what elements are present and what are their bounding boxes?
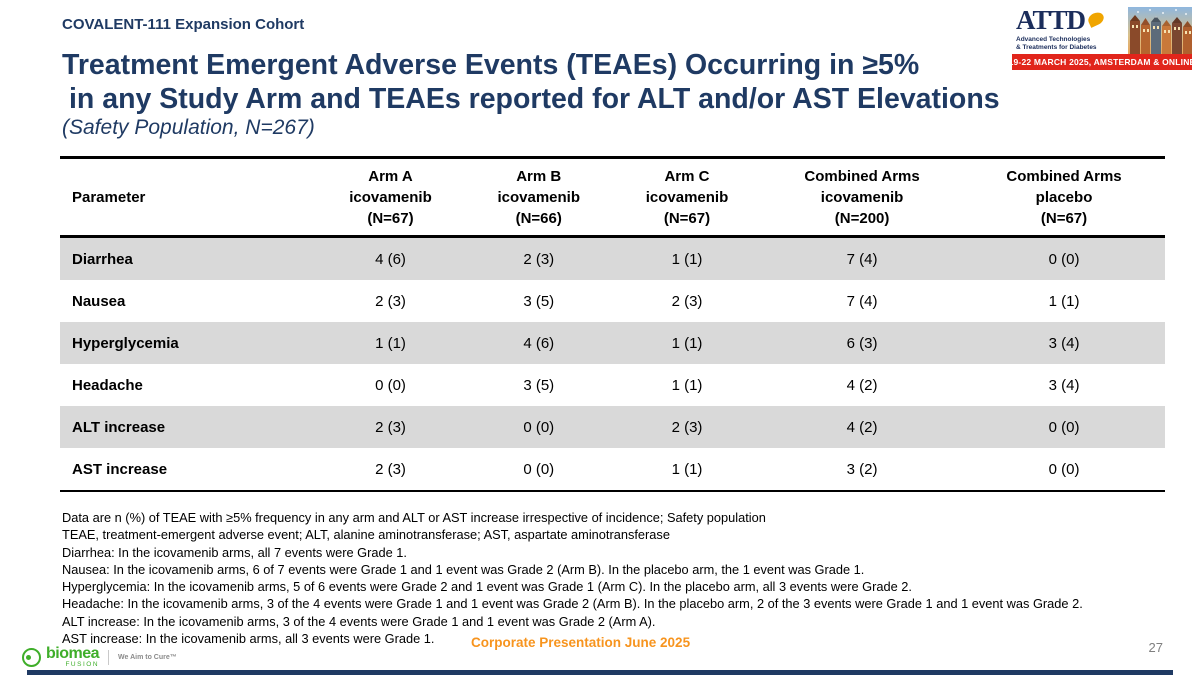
value-cell: 1 (1) <box>671 376 703 394</box>
value-cell: 0 (0) <box>1048 460 1080 478</box>
logo-divider <box>108 649 110 665</box>
footnotes-block: Data are n (%) of TEAE with ≥5% frequenc… <box>62 509 1177 647</box>
col-header-arm-b: Arm B icovamenib (N=66) <box>497 167 580 227</box>
attd-conference-logo: ATTD Advanced Technologies & Treatments … <box>1009 5 1195 71</box>
footnote-line: Nausea: In the icovamenib arms, 6 of 7 e… <box>62 561 865 577</box>
table-row: Headache 0 (0) 3 (5) 1 (1) 4 (2) 3 (4) <box>60 364 1165 406</box>
footnote-line: AST increase: In the icovamenib arms, al… <box>62 631 435 647</box>
slide-subtitle: (Safety Population, N=267) <box>62 116 315 139</box>
biomea-fusion-logo: biomea FUSION We Aim to Cure™ <box>22 646 177 668</box>
value-cell: 2 (3) <box>612 406 762 448</box>
slide-title: Treatment Emergent Adverse Events (TEAEs… <box>62 48 1062 116</box>
slide-title-line1: Treatment Emergent Adverse Events (TEAEs… <box>62 49 920 81</box>
value-cell: 0 (0) <box>963 236 1165 280</box>
value-cell: 2 (3) <box>464 236 613 280</box>
value-cell: 3 (5) <box>523 376 555 394</box>
value-cell: 2 (3) <box>671 292 703 310</box>
value-cell: 3 (2) <box>846 460 878 478</box>
value-cell: 3 (5) <box>523 292 555 310</box>
col-header-combined-placebo: Combined Arms placebo (N=67) <box>1006 167 1122 227</box>
col-header-parameter: Parameter <box>72 188 146 206</box>
amsterdam-photo <box>1128 7 1192 54</box>
table-row: ALT increase 2 (3) 0 (0) 2 (3) 4 (2) 0 (… <box>60 406 1165 448</box>
value-cell: 6 (3) <box>761 322 964 364</box>
footnote-line: Diarrhea: In the icovamenib arms, all 7 … <box>62 544 407 560</box>
value-cell: 1 (1) <box>612 322 762 364</box>
slide-title-line2: in any Study Arm and TEAEs reported for … <box>69 83 1000 115</box>
page-number: 27 <box>1148 640 1163 655</box>
value-cell: 0 (0) <box>464 406 613 448</box>
table-row: AST increase 2 (3) 0 (0) 1 (1) 3 (2) 0 (… <box>60 448 1165 491</box>
value-cell: 4 (2) <box>761 406 964 448</box>
cohort-eyebrow: COVALENT-111 Expansion Cohort <box>62 16 305 33</box>
biomea-circle-icon <box>22 647 41 667</box>
param-cell: ALT increase <box>60 406 317 448</box>
value-cell: 7 (4) <box>846 292 878 310</box>
attd-wordmark: ATTD <box>1016 5 1086 35</box>
value-cell: 2 (3) <box>375 460 406 478</box>
value-cell: 0 (0) <box>963 406 1165 448</box>
value-cell: 3 (4) <box>1048 376 1080 394</box>
value-cell: 4 (6) <box>464 322 613 364</box>
teae-table: Parameter Arm A icovamenib (N=67) Arm B … <box>60 156 1165 492</box>
value-cell: 2 (3) <box>375 292 406 310</box>
value-cell: 4 (2) <box>846 376 878 394</box>
table-header-row: Parameter Arm A icovamenib (N=67) Arm B … <box>60 158 1165 237</box>
col-header-combined-icovamenib: Combined Arms icovamenib (N=200) <box>804 167 920 227</box>
value-cell: 3 (4) <box>963 322 1165 364</box>
footnote-line: Hyperglycemia: In the icovamenib arms, 5… <box>62 579 912 595</box>
table-row: Nausea 2 (3) 3 (5) 2 (3) 7 (4) 1 (1) <box>60 280 1165 322</box>
value-cell: 2 (3) <box>316 406 465 448</box>
biomea-brand: biomea <box>46 645 100 662</box>
table-row: Hyperglycemia 1 (1) 4 (6) 1 (1) 6 (3) 3 … <box>60 322 1165 364</box>
table-row: Diarrhea 4 (6) 2 (3) 1 (1) 7 (4) 0 (0) <box>60 236 1165 280</box>
corporate-presentation-note: Corporate Presentation June 2025 <box>471 635 691 650</box>
footnote-line: TEAE, treatment-emergent adverse event; … <box>62 527 670 543</box>
biomea-sub: FUSION <box>65 661 100 668</box>
value-cell: 0 (0) <box>523 460 555 478</box>
value-cell: 1 (1) <box>612 236 762 280</box>
col-header-arm-c: Arm C icovamenib (N=67) <box>645 167 729 227</box>
value-cell: 4 (6) <box>316 236 465 280</box>
attd-date-banner: 19-22 MARCH 2025, AMSTERDAM & ONLINE <box>1009 54 1195 70</box>
value-cell: 1 (1) <box>316 322 465 364</box>
value-cell: 0 (0) <box>375 376 406 394</box>
value-cell: 1 (1) <box>671 460 703 478</box>
attd-tagline-line2: & Treatments for Diabetes <box>1016 44 1097 51</box>
footnote-line: Headache: In the icovamenib arms, 3 of t… <box>62 596 1083 612</box>
bottom-accent-bar <box>27 670 1173 675</box>
footnote-line: Data are n (%) of TEAE with ≥5% frequenc… <box>62 510 766 525</box>
param-cell: Diarrhea <box>60 236 317 280</box>
attd-tagline-line1: Advanced Technologies <box>1016 36 1091 43</box>
param-cell: Nausea <box>72 292 126 310</box>
biomea-tagline: We Aim to Cure™ <box>118 653 177 661</box>
value-cell: 7 (4) <box>761 236 964 280</box>
param-cell: AST increase <box>72 460 168 478</box>
col-header-arm-a: Arm A icovamenib (N=67) <box>349 167 432 227</box>
value-cell: 1 (1) <box>1048 292 1080 310</box>
footnote-line: ALT increase: In the icovamenib arms, 3 … <box>62 613 656 629</box>
param-cell: Headache <box>72 376 143 394</box>
param-cell: Hyperglycemia <box>60 322 317 364</box>
